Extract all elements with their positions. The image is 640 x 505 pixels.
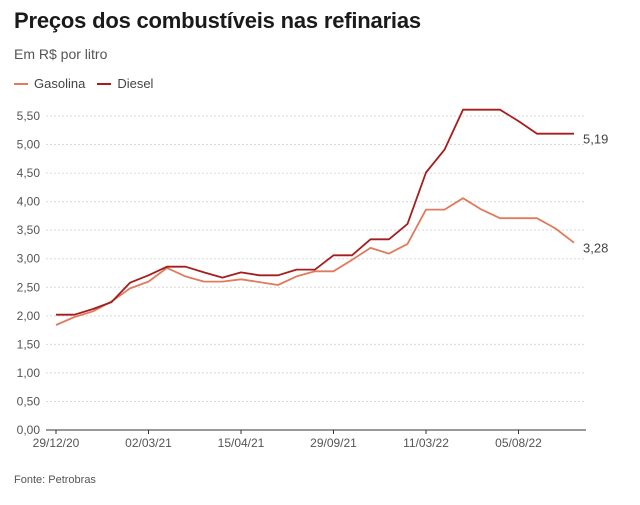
gridlines <box>46 115 586 402</box>
legend-swatch-gasolina <box>14 82 28 85</box>
y-tick-label: 1,00 <box>17 366 41 380</box>
x-tick-label: 29/09/21 <box>310 436 357 450</box>
legend-item-gasolina: Gasolina <box>14 76 85 91</box>
y-tick-label: 2,00 <box>17 309 41 323</box>
chart-title: Preços dos combustíveis nas refinarias <box>14 8 421 33</box>
y-tick-label: 4,50 <box>17 166 41 180</box>
legend-label-diesel: Diesel <box>117 76 154 91</box>
y-tick-label: 5,00 <box>17 138 41 152</box>
series-lines <box>55 108 575 326</box>
end-label-diesel: 5,19 <box>583 132 608 147</box>
y-tick-label: 3,50 <box>17 223 41 237</box>
x-tick-label: 29/12/20 <box>33 436 80 450</box>
line-chart: 0,00 0,50 1,00 1,50 2,00 2,50 3,00 3,50 4,00 4,50… <box>17 108 608 450</box>
chart-subtitle: Em R$ por litro <box>14 46 108 62</box>
y-axis: 0,00 0,50 1,00 1,50 2,00 2,50 3,00 3,50 4,00 4,50… <box>17 109 41 437</box>
series-line-gasolina <box>55 197 575 326</box>
x-tick-label: 11/03/22 <box>403 436 449 450</box>
y-tick-label: 3,00 <box>17 252 41 266</box>
legend-item-diesel: Diesel <box>97 76 153 91</box>
x-tick-label: 05/08/22 <box>495 436 542 450</box>
y-tick-label: 0,00 <box>17 423 41 437</box>
x-tick-label: 02/03/21 <box>125 436 172 450</box>
end-labels: 3,28 5,19 <box>583 132 608 256</box>
y-tick-label: 4,00 <box>17 195 41 209</box>
y-tick-label: 0,50 <box>17 394 41 408</box>
legend-label-gasolina: Gasolina <box>34 76 86 91</box>
legend-swatch-diesel <box>97 82 112 85</box>
x-tick-label: 15/04/21 <box>218 436 265 450</box>
legend: Gasolina Diesel <box>14 76 165 91</box>
y-tick-label: 1,50 <box>17 337 41 351</box>
series-line-diesel <box>56 108 574 316</box>
x-axis: 29/12/20 02/03/21 15/04/21 29/09/21 11/03/22… <box>33 429 586 450</box>
y-tick-label: 5,50 <box>17 109 41 123</box>
y-tick-label: 2,50 <box>17 280 41 294</box>
end-label-gasolina: 3,28 <box>583 241 608 256</box>
source-note: Fonte: Petrobras <box>14 474 96 486</box>
